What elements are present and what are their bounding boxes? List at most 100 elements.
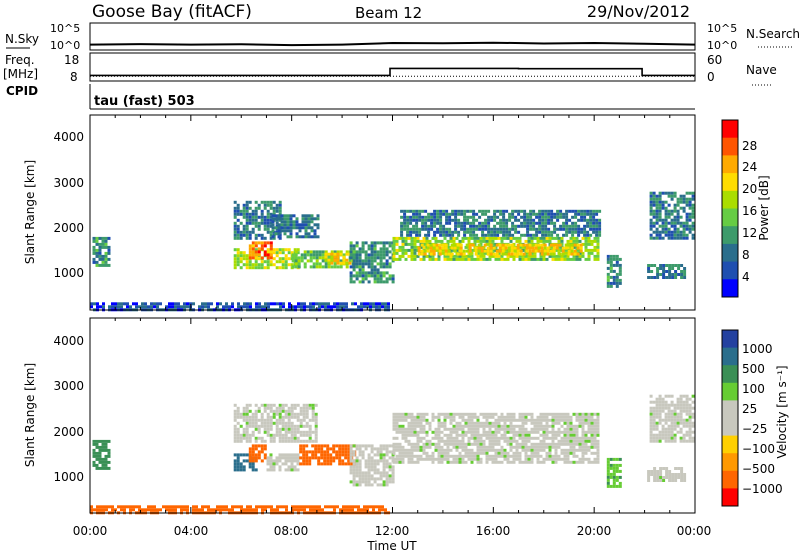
heatmap-cell — [615, 284, 619, 288]
heatmap-cell — [578, 460, 582, 464]
heatmap-cell — [272, 459, 276, 463]
heatmap-cell — [473, 439, 477, 443]
heatmap-cell — [329, 456, 333, 460]
heatmap-cell — [491, 421, 495, 425]
heatmap-cell — [587, 445, 591, 449]
heatmap-cell — [446, 454, 450, 458]
heatmap-cell — [364, 462, 368, 466]
heatmap-cell — [287, 439, 291, 443]
heatmap-cell — [291, 259, 295, 263]
heatmap-cell — [248, 433, 252, 437]
heatmap-cell — [123, 302, 126, 306]
heatmap-cell — [439, 227, 443, 231]
heatmap-cell — [242, 427, 246, 431]
heatmap-cell — [316, 235, 320, 239]
heatmap-cell — [472, 227, 476, 231]
heatmap-cell — [590, 415, 594, 419]
heatmap-cell — [551, 424, 555, 428]
heatmap-cell — [533, 418, 537, 422]
heatmap-cell — [670, 194, 674, 198]
heatmap-cell — [373, 480, 377, 484]
heatmap-cell — [523, 218, 527, 222]
heatmap-cell — [339, 259, 343, 263]
heatmap-cell — [575, 254, 579, 258]
heatmap-cell — [272, 257, 276, 261]
heatmap-cell — [521, 412, 525, 416]
heatmap-cell — [287, 424, 291, 428]
heatmap-cell — [153, 305, 156, 309]
heatmap-cell — [661, 427, 665, 431]
heatmap-cell — [533, 430, 537, 434]
heatmap-cell — [671, 276, 675, 279]
heatmap-cell — [521, 415, 525, 419]
heatmap-cell — [554, 436, 558, 440]
heatmap-cell — [270, 302, 273, 306]
heatmap-cell — [290, 403, 294, 407]
heatmap-cell — [525, 246, 529, 250]
heatmap-cell — [391, 280, 395, 284]
heatmap-cell — [488, 415, 492, 419]
heatmap-cell — [558, 243, 562, 247]
heatmap-cell — [511, 209, 515, 213]
heatmap-cell — [345, 252, 349, 256]
heatmap-cell — [373, 265, 377, 269]
heatmap-cell — [682, 194, 686, 198]
heatmap-cell — [658, 436, 662, 440]
heatmap-cell — [467, 436, 471, 440]
heatmap-cell — [455, 436, 459, 440]
heatmap-cell — [413, 251, 417, 255]
heatmap-cell — [548, 245, 552, 249]
heatmap-cell — [478, 227, 482, 231]
heatmap-cell — [551, 421, 555, 425]
heatmap-cell — [664, 224, 668, 228]
heatmap-cell — [330, 261, 334, 265]
heatmap-cell — [484, 221, 488, 225]
heatmap-cell — [670, 436, 674, 440]
heatmap-cell — [482, 421, 486, 425]
heatmap-cell — [560, 424, 564, 428]
heatmap-cell — [504, 246, 508, 250]
velocity-cbar-tick-25: 25 — [742, 402, 757, 416]
heatmap-cell — [101, 463, 105, 467]
heatmap-cell — [538, 209, 542, 213]
heatmap-cell — [352, 468, 356, 472]
heatmap-cell — [233, 236, 237, 240]
heatmap-cell — [264, 505, 267, 509]
heatmap-cell — [463, 218, 467, 222]
heatmap-cell — [682, 406, 686, 410]
heatmap-cell — [491, 460, 495, 464]
heatmap-cell — [509, 439, 513, 443]
heatmap-cell — [437, 445, 441, 449]
heatmap-cell — [361, 244, 365, 248]
heatmap-cell — [320, 462, 324, 466]
heatmap-cell — [560, 236, 564, 240]
heatmap-cell — [487, 209, 491, 213]
heatmap-cell — [376, 253, 380, 257]
heatmap-cell — [647, 479, 651, 482]
heatmap-cell — [478, 209, 482, 213]
heatmap-cell — [330, 250, 334, 254]
heatmap-cell — [432, 243, 436, 247]
heatmap-cell — [467, 421, 471, 425]
heatmap-cell — [290, 456, 294, 460]
heatmap-cell — [370, 477, 374, 481]
heatmap-cell — [688, 227, 692, 231]
heatmap-cell — [551, 418, 555, 422]
heatmap-cell — [506, 415, 510, 419]
heatmap-cell — [239, 254, 243, 258]
heatmap-cell — [534, 243, 538, 247]
heatmap-cell — [260, 415, 264, 419]
heatmap-cell — [299, 424, 303, 428]
heatmap-cell — [578, 445, 582, 449]
heatmap-cell — [503, 418, 507, 422]
heatmap-cell — [680, 479, 684, 482]
heatmap-cell — [596, 451, 600, 455]
heatmap-cell — [445, 230, 449, 234]
heatmap-cell — [344, 456, 348, 460]
heatmap-cell — [575, 433, 579, 437]
heatmap-cell — [554, 254, 558, 258]
heatmap-cell — [455, 457, 459, 461]
heatmap-cell — [440, 436, 444, 440]
heatmap-cell — [246, 305, 249, 309]
heatmap-cell — [457, 209, 461, 213]
